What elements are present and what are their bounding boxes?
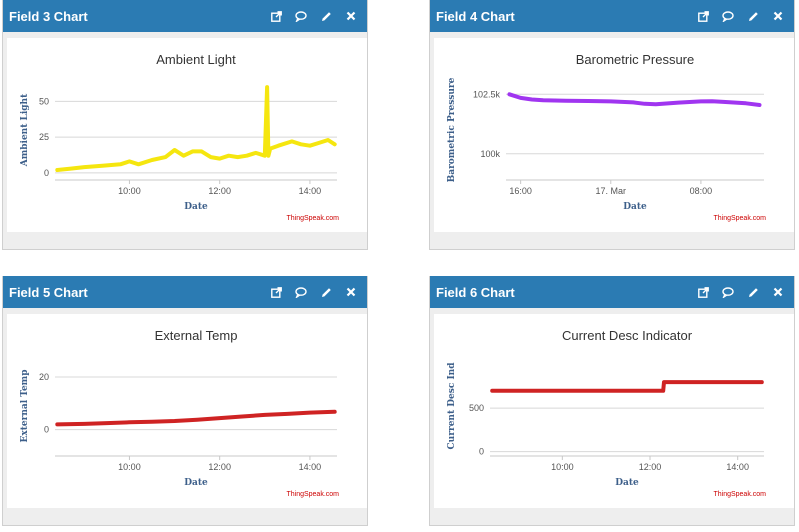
chart-svg: Barometric Pressure 100k 102.5k 16:00 17. Ma… — [447, 52, 766, 222]
chart-svg: Ambient Light 0 25 50 10:00 12:00 14:00 Date Amb… — [20, 52, 339, 222]
series-line — [507, 92, 762, 107]
x-axis-title: Date — [615, 478, 639, 488]
chart-title: External Temp — [155, 328, 238, 343]
comment-icon[interactable] — [720, 8, 736, 24]
series-line — [490, 380, 764, 393]
close-icon[interactable] — [770, 8, 786, 24]
chart-title: Current Desc Indicator — [562, 328, 693, 343]
chart-title: Ambient Light — [156, 52, 236, 67]
chart-svg: External Temp 0 20 10:00 12:00 14:00 Date Exter… — [20, 328, 339, 498]
popout-icon[interactable] — [695, 8, 711, 24]
chart-title: Barometric Pressure — [576, 52, 694, 67]
chart-area: External Temp 0 20 10:00 12:00 14:00 Date Exter… — [7, 314, 367, 508]
x-tick-label: 12:00 — [208, 462, 231, 472]
x-tick-label: 10:00 — [118, 462, 141, 472]
y-axis-title: External Temp — [20, 370, 30, 443]
y-tick-label: 0 — [44, 168, 49, 178]
popout-icon[interactable] — [268, 8, 284, 24]
pencil-icon[interactable] — [318, 284, 334, 300]
chart-panel-field3: Field 3 Chart Ambient Light 0 25 50 10:00 12:… — [2, 0, 368, 250]
y-axis-title: Ambient Light — [20, 93, 30, 167]
popout-icon[interactable] — [268, 284, 284, 300]
x-axis-title: Date — [623, 202, 647, 212]
x-axis-title: Date — [184, 478, 208, 488]
x-tick-label: 14:00 — [299, 462, 322, 472]
close-icon[interactable] — [770, 284, 786, 300]
x-axis-title: Date — [184, 202, 208, 212]
y-tick-label: 25 — [39, 132, 49, 142]
pencil-icon[interactable] — [745, 8, 761, 24]
panel-title: Field 5 Chart — [9, 284, 88, 300]
panel-title: Field 3 Chart — [9, 8, 88, 24]
close-icon[interactable] — [343, 284, 359, 300]
y-tick-label: 20 — [39, 372, 49, 382]
panel-header: Field 4 Chart — [430, 0, 794, 32]
panel-title: Field 4 Chart — [436, 8, 515, 24]
x-tick-label: 12:00 — [208, 186, 231, 196]
chart-area: Ambient Light 0 25 50 10:00 12:00 14:00 Date Amb… — [7, 38, 367, 232]
chart-panel-field6: Field 6 Chart Current Desc Indicator 0 500… — [429, 276, 795, 526]
chart-svg: Current Desc Indicator 0 500 10:00 12:00 14:0… — [447, 328, 766, 498]
x-tick-label: 10:00 — [551, 462, 574, 472]
popout-icon[interactable] — [695, 284, 711, 300]
x-tick-label: 14:00 — [726, 462, 749, 472]
chart-panel-field5: Field 5 Chart External Temp 0 20 10:00 12:00… — [2, 276, 368, 526]
chart-credit-link[interactable]: ThingSpeak.com — [286, 491, 339, 498]
comment-icon[interactable] — [293, 8, 309, 24]
panel-actions — [268, 8, 359, 24]
y-axis-title: Barometric Pressure — [447, 77, 457, 182]
series-line — [55, 85, 337, 172]
y-tick-label: 50 — [39, 96, 49, 106]
y-tick-label: 102.5k — [473, 89, 501, 99]
y-tick-label: 0 — [479, 447, 484, 457]
chart-area: Barometric Pressure 100k 102.5k 16:00 17. Ma… — [434, 38, 794, 232]
series-line — [55, 409, 337, 427]
y-tick-label: 500 — [469, 403, 484, 413]
x-tick-label: 14:00 — [299, 186, 322, 196]
panel-actions — [695, 8, 786, 24]
pencil-icon[interactable] — [745, 284, 761, 300]
pencil-icon[interactable] — [318, 8, 334, 24]
x-tick-label: 12:00 — [639, 462, 662, 472]
y-tick-label: 0 — [44, 425, 49, 435]
chart-credit-link[interactable]: ThingSpeak.com — [286, 215, 339, 222]
y-axis-title: Current Desc Ind — [447, 362, 457, 450]
comment-icon[interactable] — [720, 284, 736, 300]
panel-header: Field 5 Chart — [3, 276, 367, 308]
x-tick-label: 08:00 — [690, 186, 713, 196]
chart-credit-link[interactable]: ThingSpeak.com — [713, 215, 766, 222]
chart-panel-field4: Field 4 Chart Barometric Pressure 100k 102… — [429, 0, 795, 250]
chart-credit-link[interactable]: ThingSpeak.com — [713, 491, 766, 498]
panel-actions — [695, 284, 786, 300]
panel-title: Field 6 Chart — [436, 284, 515, 300]
chart-area: Current Desc Indicator 0 500 10:00 12:00 14:0… — [434, 314, 794, 508]
panel-header: Field 6 Chart — [430, 276, 794, 308]
panel-actions — [268, 284, 359, 300]
comment-icon[interactable] — [293, 284, 309, 300]
x-tick-label: 16:00 — [509, 186, 532, 196]
y-tick-label: 100k — [480, 149, 500, 159]
panel-header: Field 3 Chart — [3, 0, 367, 32]
x-tick-label: 10:00 — [118, 186, 141, 196]
close-icon[interactable] — [343, 8, 359, 24]
x-tick-label: 17. Mar — [596, 186, 627, 196]
